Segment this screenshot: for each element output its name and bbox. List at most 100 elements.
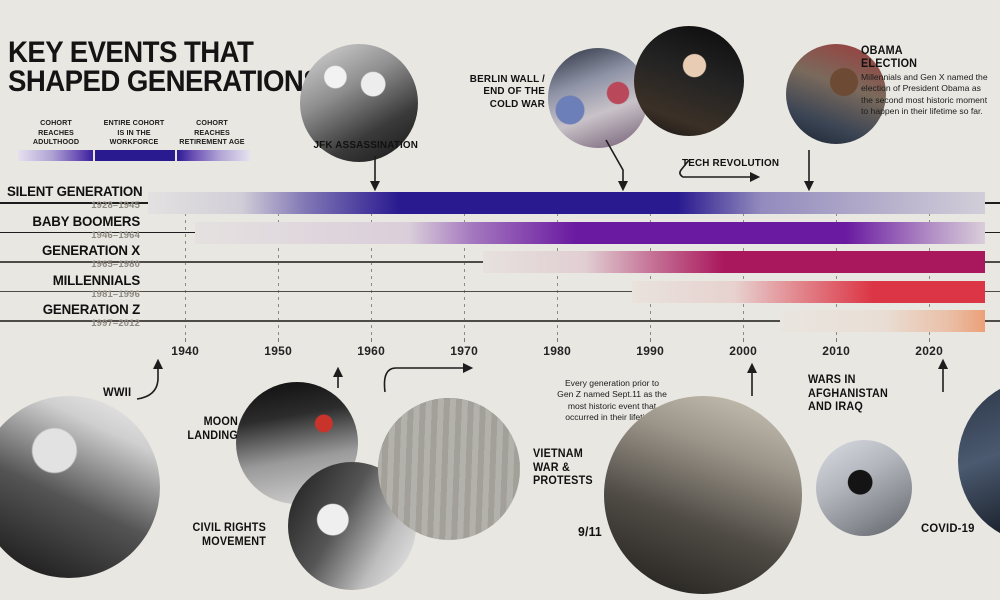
iwo-jima-photo [0,396,160,578]
generation-label-baby-boomers: BABY BOOMERS 1946–1964 [0,214,140,240]
annotation-line1: Every generation prior to [564,378,660,388]
legend-adulthood-line3: ADULTHOOD [32,137,80,146]
generation-name: MILLENNIALS [52,271,141,288]
legend-labels: COHORT REACHES ADULTHOOD ENTIRE COHORT I… [18,118,250,147]
timeline-axis: 1940 1950 1960 1970 1980 1990 2000 2010 2020 [0,338,1000,360]
annotation-line2: Gen Z named Sept.11 as the [557,389,667,400]
table-row [0,251,1000,273]
generation-name: SILENT GENERATION [7,183,143,199]
legend-workforce-line1: ENTIRE COHORT [103,118,165,127]
event-label-obama-election: OBAMA ELECTION [861,45,993,71]
vietnam-line3: PROTESTS [533,475,593,488]
civil-rights-line1: CIVIL RIGHTS [192,522,266,534]
gridline-1940 [185,192,187,337]
generation-bar-millennials [631,280,985,303]
table-row [0,310,1000,332]
table-row [0,221,1000,244]
generation-years: 1965–1980 [91,258,140,269]
gridline-1960 [371,192,373,337]
legend-workforce-line3: WORKFORCE [109,137,159,146]
axis-tick-1940 [185,338,187,342]
axis-tick-1970 [464,338,466,342]
axis-label-1950: 1950 [264,344,293,358]
legend-item-adulthood: COHORT REACHES ADULTHOOD [18,118,94,147]
annotation-line4: occurred in their lifetime. [565,412,659,423]
berlin-wall-line2: END OF THE [483,85,545,98]
event-label-berlin-wall: BERLIN WALL / END OF THE COLD WAR [423,73,545,110]
gridline-1950 [278,192,280,337]
table-row [0,280,1000,303]
sept11-annotation: Every generation prior to Gen Z named Se… [536,378,688,423]
wars-line3: AND IRAQ [808,401,863,414]
generation-name: BABY BOOMERS [32,212,140,229]
twin-towers-photo [604,396,802,594]
generation-years: 1997–2012 [91,317,140,328]
gridline-1970 [464,192,466,337]
event-label-wwii: WWII [103,385,132,399]
arrow-vietnam [383,362,474,393]
legend-workforce-line2: IS IN THE [117,127,151,137]
legend-swatch-retirement [176,149,250,161]
steve-jobs-photo [634,26,744,136]
civil-rights-line2: MOVEMENT [202,535,266,548]
event-label-wars-afghanistan-iraq: WARS IN AFGHANISTAN AND IRAQ [808,374,911,415]
page-title: KEY EVENTS THAT SHAPED GENERATIONS [8,37,322,99]
generation-years: 1946–1964 [91,228,140,240]
obama-line2: ELECTION [861,57,918,70]
legend-retirement-line1: COHORT [196,118,228,127]
wars-line1: WARS IN [808,374,856,386]
generation-name: GENERATION Z [42,301,140,317]
legend-retirement-line3: RETIREMENT AGE [179,137,245,146]
axis-tick-2000 [743,338,745,342]
legend-swatch-adulthood [18,149,94,161]
moon-landing-line1: MOON [203,416,238,428]
obama-election-body: Millennials and Gen X named the election… [861,72,988,117]
covid-mask-photo [958,378,1000,544]
vietnam-line2: WAR & [533,461,570,474]
legend: COHORT REACHES ADULTHOOD ENTIRE COHORT I… [18,118,250,161]
axis-label-2020: 2020 [915,344,944,358]
axis-label-1960: 1960 [357,344,386,358]
generation-years: 1981–1996 [91,287,140,299]
generation-label-millennials: MILLENNIALS 1981–1996 [0,271,141,299]
berlin-wall-line1: BERLIN WALL / [469,73,545,85]
title-line-2: SHAPED GENERATIONS [8,65,322,99]
axis-tick-2010 [836,338,838,342]
event-label-tech-revolution: TECH REVOLUTION [682,157,780,169]
legend-adulthood-line2: REACHES [38,127,74,137]
legend-adulthood-line1: COHORT [40,118,72,127]
row-baseline [0,290,1000,293]
legend-gradient-bar [18,149,250,161]
generation-name: GENERATION X [42,242,141,258]
obama-line1: OBAMA [861,45,903,57]
generation-years: 1928–1945 [91,199,140,210]
generation-label-silent-generation: SILENT GENERATION 1928–1945 [0,183,143,210]
event-label-civil-rights: CIVIL RIGHTS MOVEMENT [144,522,266,549]
generations-chart [0,192,1000,342]
event-label-jfk: JFK ASSASSINATION [313,139,419,151]
axis-tick-1960 [371,338,373,342]
berlin-wall-photo [548,48,648,148]
event-label-vietnam: VIETNAM WAR & PROTESTS [533,448,608,489]
table-row [0,192,1000,214]
generation-label-generation-z: GENERATION Z 1997–2012 [0,302,140,328]
event-label-covid-19: COVID-19 [921,521,975,535]
axis-label-1990: 1990 [636,344,665,358]
vietnam-line1: VIETNAM [533,448,583,460]
berlin-wall-line3: COLD WAR [489,97,545,110]
axis-tick-2020 [929,338,931,342]
event-label-september-11: 9/11 [578,524,602,539]
generation-bar-baby-boomers [194,221,985,244]
axis-label-2010: 2010 [822,344,851,358]
vietnam-protest-photo [378,398,520,540]
axis-label-1980: 1980 [543,344,572,358]
legend-retirement-line2: REACHES [194,127,230,137]
event-label-moon-landing: MOON LANDING [135,416,238,443]
axis-label-2000: 2000 [729,344,758,358]
axis-label-1970: 1970 [450,344,479,358]
arrow-berlin-wall [605,139,629,192]
annotation-line3: most historic event that [567,400,657,411]
saddam-statue-photo [816,440,912,536]
moon-landing-line2: LANDING [187,429,238,442]
